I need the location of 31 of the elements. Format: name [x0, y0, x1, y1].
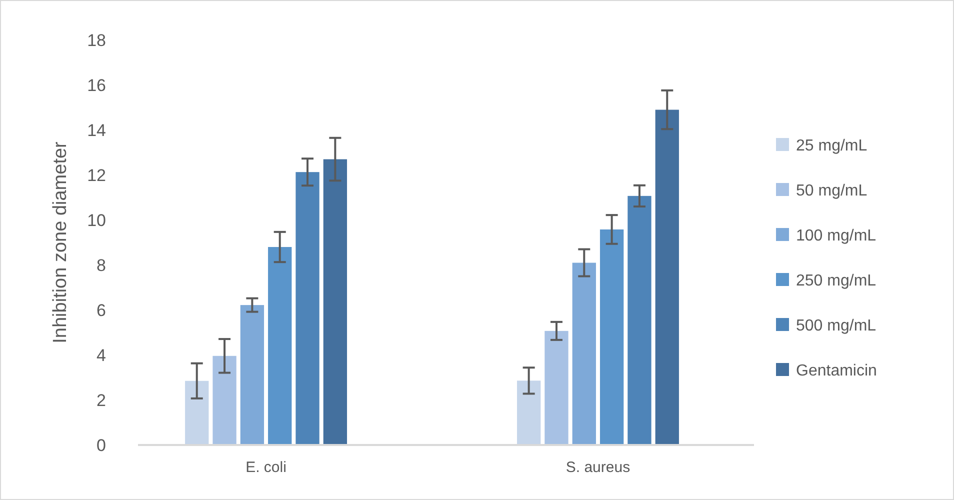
legend-label: 100 mg/mL	[796, 228, 876, 245]
legend-label: Gentamicin	[796, 362, 877, 380]
bar	[212, 356, 236, 445]
x-tick-label: E. coli	[246, 459, 286, 476]
legend-label: 250 mg/mL	[796, 272, 876, 290]
bar	[185, 380, 209, 445]
y-tick-label: 16	[87, 76, 106, 95]
bar	[600, 229, 624, 445]
legend-label: 500 mg/mL	[796, 318, 876, 335]
y-tick-label: 10	[87, 210, 106, 230]
bar	[572, 262, 596, 445]
bar	[323, 159, 348, 445]
bar	[544, 330, 568, 445]
y-tick-label: 4	[96, 346, 106, 365]
y-tick-label: 14	[87, 120, 106, 140]
legend-label: 50 mg/mL	[796, 182, 868, 200]
y-axis-title: Inhibition zone diameter	[50, 140, 71, 344]
y-tick-label: 0	[96, 436, 106, 455]
legend-label: 25 mg/mL	[796, 138, 868, 155]
y-tick-label: 2	[96, 390, 106, 410]
bar	[516, 380, 541, 445]
y-tick-label: 18	[87, 30, 106, 50]
y-tick-label: 8	[96, 256, 106, 275]
bar	[628, 196, 652, 445]
bar	[240, 305, 264, 445]
bar	[268, 247, 292, 445]
x-tick-label: S. aureus	[566, 459, 630, 476]
bar	[296, 172, 320, 445]
bar	[655, 110, 679, 445]
y-tick-label: 6	[96, 300, 106, 320]
y-tick-label: 12	[87, 166, 106, 185]
